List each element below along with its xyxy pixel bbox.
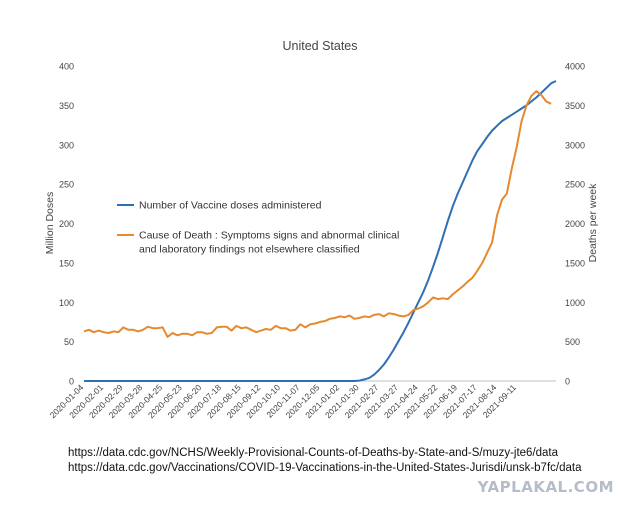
source-url-deaths: https://data.cdc.gov/NCHS/Weekly-Provisi… xyxy=(68,447,559,459)
y2-tick-label: 3500 xyxy=(565,101,585,111)
y2-tick-label: 1500 xyxy=(565,258,585,268)
legend-label-vaccine-doses: Number of Vaccine doses administered xyxy=(139,200,322,212)
legend-label-deaths-line: and laboratory findings not elsewhere cl… xyxy=(139,244,360,256)
y-axis-label: Million Doses xyxy=(44,192,56,254)
y-tick-label: 50 xyxy=(64,337,74,347)
y2-tick-label: 3000 xyxy=(565,140,585,150)
y-tick-label: 350 xyxy=(59,101,74,111)
y2-tick-label: 2500 xyxy=(565,180,585,190)
y-tick-label: 100 xyxy=(59,298,74,308)
y-tick-label: 250 xyxy=(59,180,74,190)
y2-tick-label: 4000 xyxy=(565,62,585,72)
series-line-deaths xyxy=(83,90,552,338)
y-tick-label: 400 xyxy=(59,62,74,72)
source-url-vaccinations: https://data.cdc.gov/Vaccinations/COVID-… xyxy=(68,462,582,474)
legend-label-deaths: Cause of Death : Symptoms signs and abno… xyxy=(139,230,399,256)
legend-label-deaths-line: Cause of Death : Symptoms signs and abno… xyxy=(139,230,399,242)
y-tick-label: 0 xyxy=(69,377,74,387)
watermark: YAPLAKAL.COM xyxy=(477,478,614,496)
y2-tick-label: 0 xyxy=(565,377,570,387)
chart-title: United States xyxy=(282,39,357,53)
chart: United States 05010015020025030035040005… xyxy=(44,39,599,420)
y2-axis-label: Deaths per week xyxy=(587,183,599,263)
series-lines xyxy=(83,80,557,382)
series-line-vaccine-doses xyxy=(84,80,557,382)
y-tick-label: 150 xyxy=(59,258,74,268)
y-tick-label: 200 xyxy=(59,219,74,229)
y2-tick-label: 500 xyxy=(565,337,580,347)
y2-tick-label: 1000 xyxy=(565,298,585,308)
legend: Number of Vaccine doses administered Caus… xyxy=(117,200,399,256)
y2-tick-label: 2000 xyxy=(565,219,585,229)
y-tick-label: 300 xyxy=(59,140,74,150)
